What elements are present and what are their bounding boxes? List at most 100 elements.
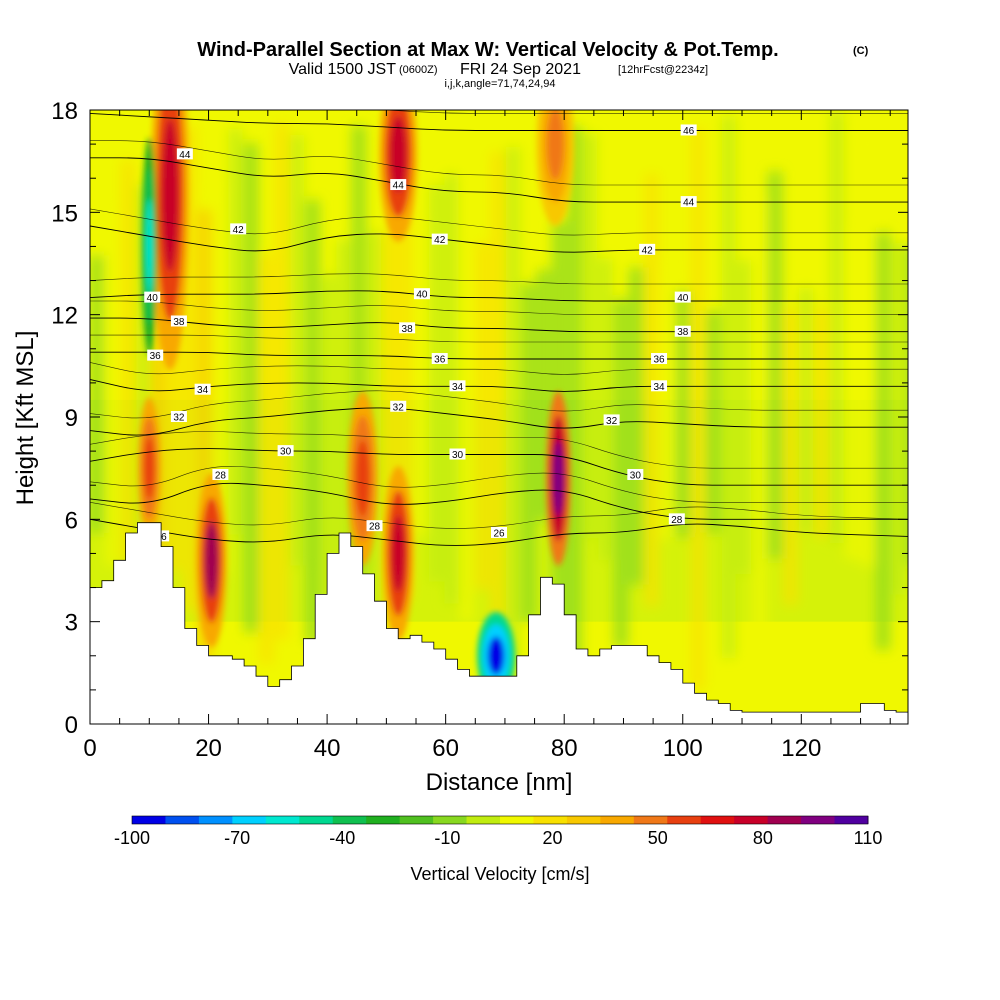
field-streak xyxy=(845,228,860,560)
theta-contour-label: 26 xyxy=(491,526,507,539)
svg-text:42: 42 xyxy=(233,225,245,236)
field-streak xyxy=(490,152,505,624)
svg-text:40: 40 xyxy=(147,293,159,304)
downdraft-core xyxy=(487,636,505,675)
svg-text:34: 34 xyxy=(653,382,665,393)
y-axis-label: Height [Kft MSL] xyxy=(12,331,39,506)
field-streak xyxy=(660,266,675,540)
theta-contour-label: 42 xyxy=(639,243,656,256)
valid-date: FRI 24 Sep 2021 xyxy=(460,61,581,78)
downdraft-core xyxy=(145,198,153,295)
field-streak xyxy=(737,260,752,575)
svg-text:44: 44 xyxy=(179,150,191,161)
theta-contour-label: 40 xyxy=(413,288,430,301)
x-axis-label: Distance [nm] xyxy=(426,769,573,796)
theta-contour-line-minor xyxy=(90,140,908,186)
field-streak xyxy=(598,258,613,561)
field-streak xyxy=(105,205,120,566)
y-tick-label: 6 xyxy=(65,507,78,534)
colorbar-swatch xyxy=(332,816,367,824)
svg-text:34: 34 xyxy=(452,382,464,393)
svg-text:42: 42 xyxy=(434,235,446,246)
field-streak xyxy=(120,160,135,562)
x-tick-label: 100 xyxy=(663,735,703,762)
theta-contour-label: 36 xyxy=(651,353,668,366)
svg-text:36: 36 xyxy=(653,355,665,366)
updraft-core xyxy=(356,440,370,517)
colorbar-tick-label: 80 xyxy=(753,828,773,848)
theta-contour-line xyxy=(90,290,908,302)
colorbar-swatch xyxy=(265,816,300,824)
svg-text:26: 26 xyxy=(493,528,505,539)
colorbar-swatch xyxy=(700,816,735,824)
theta-contour-label: 36 xyxy=(431,353,448,366)
colorbar-swatch xyxy=(600,816,635,824)
field-streak xyxy=(228,128,243,535)
field-streak xyxy=(459,169,474,623)
theta-contour-line xyxy=(90,317,908,333)
terrain-mask xyxy=(90,522,908,724)
colorbar-tick-label: -70 xyxy=(224,828,250,848)
theta-contour-line xyxy=(90,482,908,520)
y-tick-label: 15 xyxy=(51,200,78,227)
x-tick-label: 40 xyxy=(314,735,341,762)
colorbar-swatch xyxy=(633,816,668,824)
x-tick-label: 20 xyxy=(195,735,222,762)
plot-area: 4442403836343230282644424038363432302826… xyxy=(90,110,908,724)
svg-text:34: 34 xyxy=(197,385,209,396)
x-tick-label: 0 xyxy=(83,735,96,762)
field-streak xyxy=(305,199,320,644)
colorbar-swatch xyxy=(232,816,267,824)
chart-title-suffix: (C) xyxy=(853,45,869,57)
theta-contour-line-minor xyxy=(90,300,908,316)
colorbar-swatch xyxy=(366,816,401,824)
field-streak xyxy=(475,242,490,590)
x-axis: 0 20 40 60 80 100 120 xyxy=(83,110,891,762)
grid-indices: i,j,k,angle=71,74,24,94 xyxy=(444,78,555,90)
field-streak xyxy=(274,122,289,640)
colorbar-swatch xyxy=(801,816,836,824)
theta-contour-label: 38 xyxy=(674,325,691,338)
field-streak xyxy=(721,116,736,658)
colorbar-swatch xyxy=(466,816,501,824)
theta-contour-line xyxy=(90,225,908,253)
updraft-core xyxy=(204,522,219,599)
theta-contour-label: 30 xyxy=(277,445,294,458)
field-streak xyxy=(798,287,813,534)
svg-text:38: 38 xyxy=(677,327,689,338)
y-tick-label: 12 xyxy=(51,303,78,330)
theta-contour-line-minor xyxy=(90,431,908,469)
colorbar-swatch xyxy=(834,816,869,824)
theta-contour-line xyxy=(90,407,908,436)
svg-text:32: 32 xyxy=(173,413,185,424)
theta-contour-label: 40 xyxy=(144,291,161,304)
field-streak xyxy=(860,134,875,566)
theta-contour-label: 28 xyxy=(212,468,229,481)
chart-title: Wind-Parallel Section at Max W: Vertical… xyxy=(197,39,778,61)
theta-contour-line-minor xyxy=(90,362,908,375)
field-streak xyxy=(321,275,336,619)
theta-contour-label: 42 xyxy=(230,223,247,236)
colorbar-swatch xyxy=(533,816,568,824)
theta-contour-line xyxy=(90,351,908,360)
colorbar-swatch xyxy=(399,816,434,824)
colorbar-swatch xyxy=(198,816,233,824)
theta-contour-line-minor xyxy=(90,334,908,343)
y-tick-label: 9 xyxy=(65,405,78,432)
colorbar-label: Vertical Velocity [cm/s] xyxy=(410,864,589,884)
svg-text:44: 44 xyxy=(393,181,405,192)
field-streak xyxy=(906,246,908,565)
svg-text:44: 44 xyxy=(683,198,695,209)
y-tick-label: 0 xyxy=(65,712,78,739)
colorbar: -100 -70 -40 -10 20 50 80 110 xyxy=(114,815,882,848)
svg-text:40: 40 xyxy=(416,290,428,301)
theta-contour-line-minor xyxy=(90,502,908,529)
theta-contour-label: 30 xyxy=(449,448,466,461)
svg-text:28: 28 xyxy=(671,515,683,526)
y-tick-label: 3 xyxy=(65,610,78,637)
updraft-core xyxy=(389,116,407,193)
svg-text:36: 36 xyxy=(150,351,162,362)
